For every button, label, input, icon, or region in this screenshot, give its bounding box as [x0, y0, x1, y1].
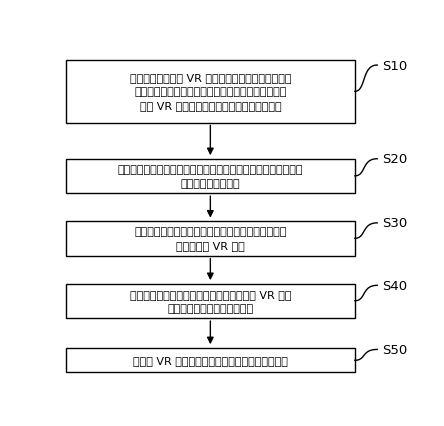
Text: 响应于 VR 芯片中具有版本号，确认固件烧录成功: 响应于 VR 芯片中具有版本号，确认固件烧录成功 — [133, 355, 288, 365]
Text: S20: S20 — [382, 153, 408, 166]
Text: 响应于计算机与服务器通过第二连接线连接成功，将
固件烧录至 VR 芯片: 响应于计算机与服务器通过第二连接线连接成功，将 固件烧录至 VR 芯片 — [134, 227, 286, 251]
FancyBboxPatch shape — [66, 61, 355, 123]
Text: S40: S40 — [382, 279, 408, 292]
FancyBboxPatch shape — [66, 284, 355, 319]
FancyBboxPatch shape — [66, 159, 355, 194]
FancyBboxPatch shape — [66, 348, 355, 373]
FancyBboxPatch shape — [66, 222, 355, 256]
Text: 响应于测试程序烧录成功，通过计算机检测其与服务器通过第二
连接线是否连接成功: 响应于测试程序烧录成功，通过计算机检测其与服务器通过第二 连接线是否连接成功 — [118, 164, 303, 189]
Text: S50: S50 — [382, 343, 408, 356]
Text: S10: S10 — [382, 59, 408, 72]
Text: 响应于烧录结束且服务器断电后重启，检测 VR 芯片
中是否具有固件对应的版本号: 响应于烧录结束且服务器断电后重启，检测 VR 芯片 中是否具有固件对应的版本号 — [130, 289, 291, 313]
Text: 响应于检测到安装 VR 芯片的服务器与计算机通过第
一连接线连接成功，通过计算机将固件的测试程序烧
录至 VR 芯片，并判断测试程序是否烧录成功: 响应于检测到安装 VR 芯片的服务器与计算机通过第 一连接线连接成功，通过计算机… — [130, 73, 291, 111]
Text: S30: S30 — [382, 217, 408, 230]
